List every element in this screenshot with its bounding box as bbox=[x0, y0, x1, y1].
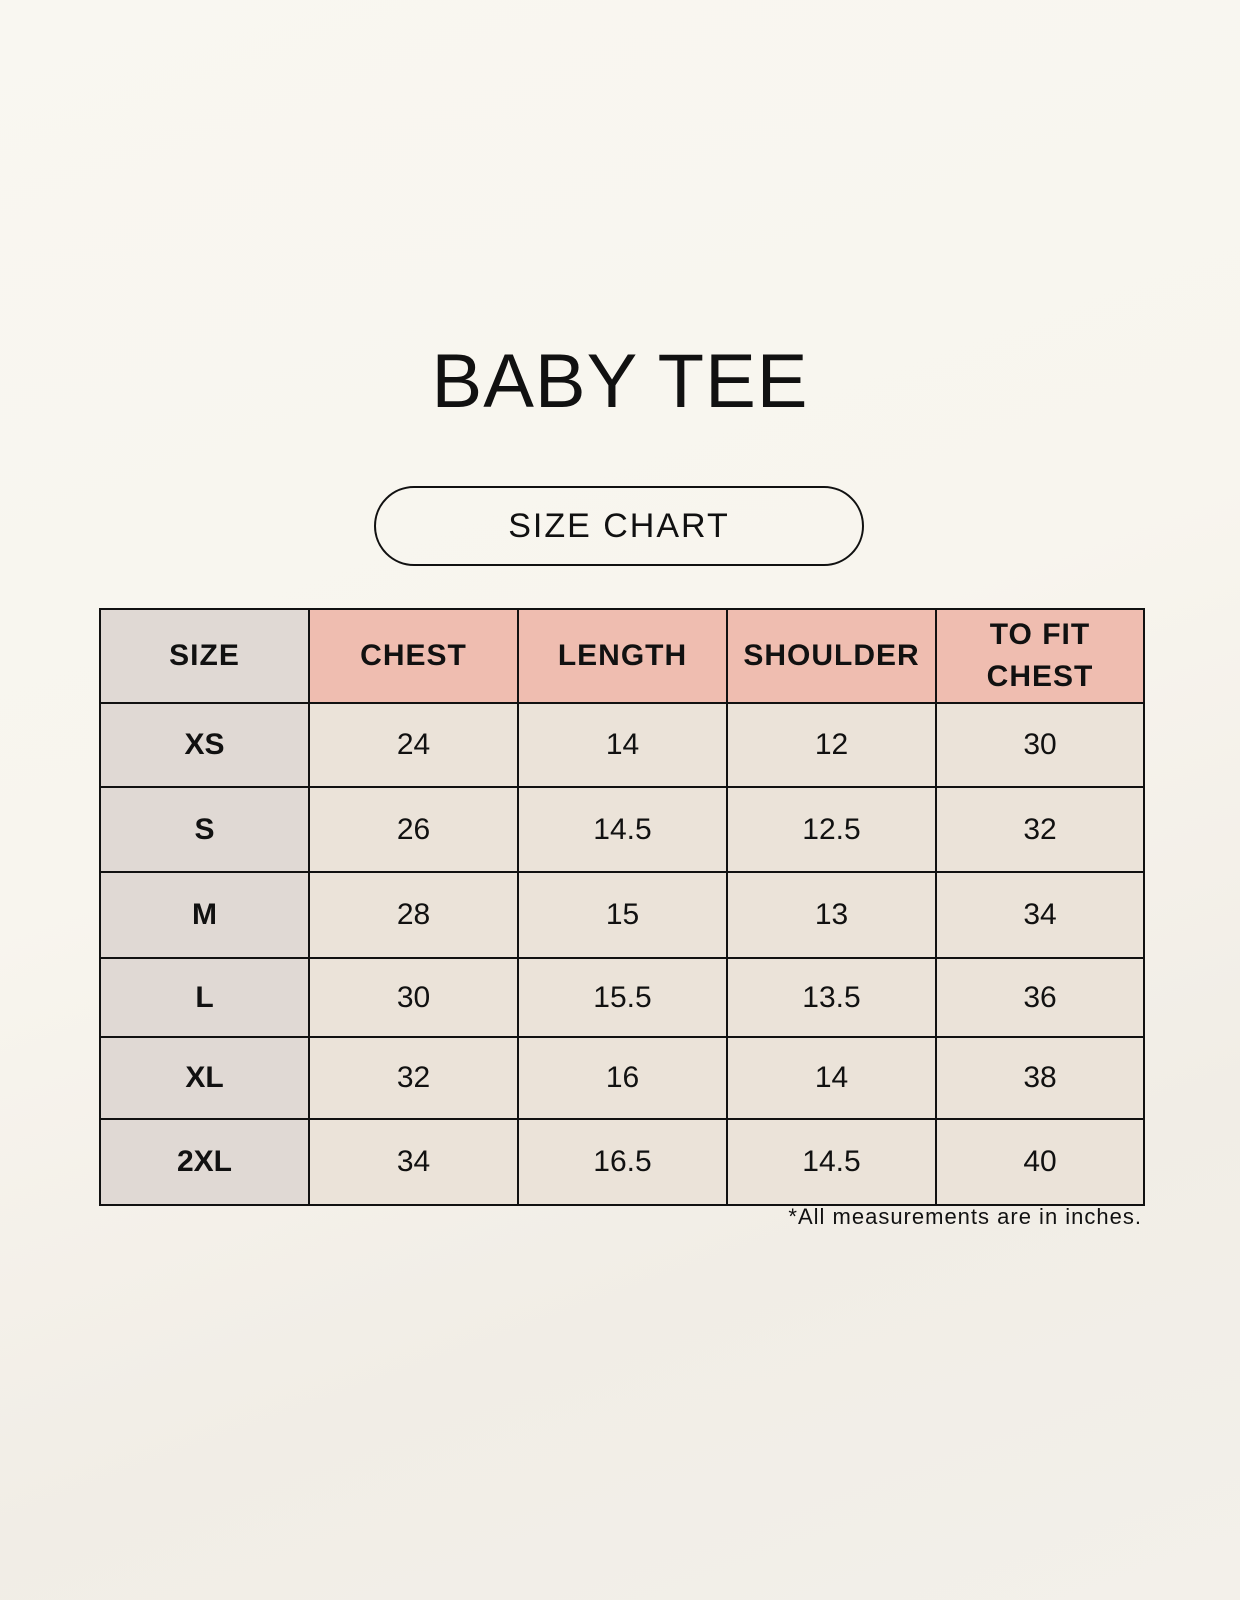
value-cell: 14 bbox=[726, 1036, 937, 1120]
value-cell: 15.5 bbox=[517, 957, 728, 1038]
page-title: BABY TEE bbox=[431, 339, 809, 424]
value-cell: 14.5 bbox=[517, 786, 728, 873]
value-cell: 38 bbox=[935, 1036, 1145, 1120]
column-header: LENGTH bbox=[517, 608, 728, 704]
size-table: SIZE CHEST LENGTH SHOULDER TO FIT CHEST XS 24… bbox=[99, 608, 1145, 1206]
table-row: 2XL 34 16.5 14.5 40 bbox=[99, 1118, 1145, 1206]
value-cell: 40 bbox=[935, 1118, 1145, 1206]
table-row: L 30 15.5 13.5 36 bbox=[99, 957, 1145, 1038]
column-header: SHOULDER bbox=[726, 608, 937, 704]
size-cell: XL bbox=[99, 1036, 310, 1120]
value-cell: 28 bbox=[308, 871, 519, 959]
column-header: CHEST bbox=[308, 608, 519, 704]
column-header: TO FIT CHEST bbox=[935, 608, 1145, 704]
value-cell: 12.5 bbox=[726, 786, 937, 873]
value-cell: 16 bbox=[517, 1036, 728, 1120]
value-cell: 30 bbox=[935, 702, 1145, 788]
value-cell: 14.5 bbox=[726, 1118, 937, 1206]
value-cell: 34 bbox=[308, 1118, 519, 1206]
size-cell: 2XL bbox=[99, 1118, 310, 1206]
value-cell: 24 bbox=[308, 702, 519, 788]
size-cell: S bbox=[99, 786, 310, 873]
table-row: XL 32 16 14 38 bbox=[99, 1036, 1145, 1120]
value-cell: 30 bbox=[308, 957, 519, 1038]
value-cell: 26 bbox=[308, 786, 519, 873]
size-cell: M bbox=[99, 871, 310, 959]
value-cell: 32 bbox=[935, 786, 1145, 873]
column-header: SIZE bbox=[99, 608, 310, 704]
size-chart-label: SIZE CHART bbox=[374, 486, 864, 566]
value-cell: 34 bbox=[935, 871, 1145, 959]
size-cell: XS bbox=[99, 702, 310, 788]
value-cell: 13.5 bbox=[726, 957, 937, 1038]
value-cell: 36 bbox=[935, 957, 1145, 1038]
value-cell: 16.5 bbox=[517, 1118, 728, 1206]
value-cell: 14 bbox=[517, 702, 728, 788]
table-row: S 26 14.5 12.5 32 bbox=[99, 786, 1145, 873]
value-cell: 15 bbox=[517, 871, 728, 959]
table-row: XS 24 14 12 30 bbox=[99, 702, 1145, 788]
value-cell: 12 bbox=[726, 702, 937, 788]
value-cell: 32 bbox=[308, 1036, 519, 1120]
measurement-note: *All measurements are in inches. bbox=[788, 1204, 1142, 1229]
size-cell: L bbox=[99, 957, 310, 1038]
table-row: M 28 15 13 34 bbox=[99, 871, 1145, 959]
value-cell: 13 bbox=[726, 871, 937, 959]
